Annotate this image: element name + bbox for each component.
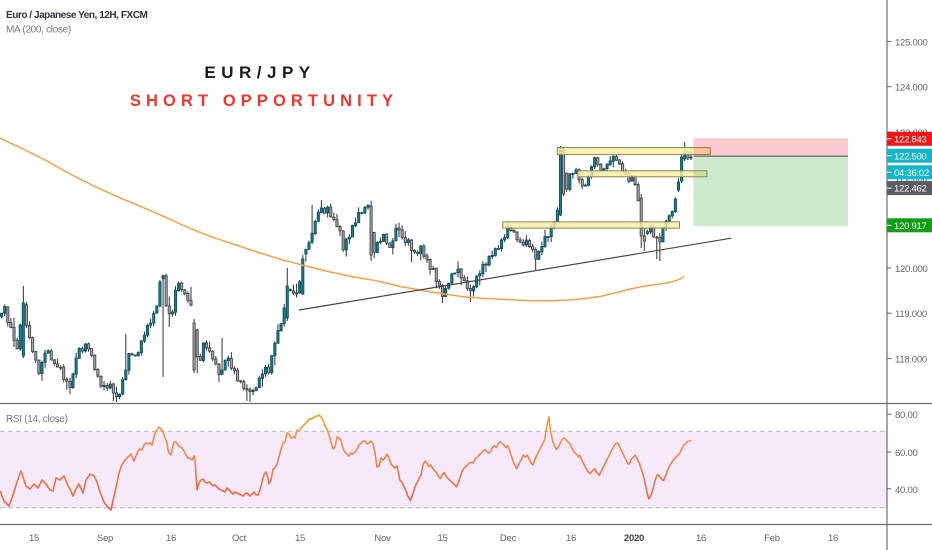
svg-text:SHORT OPPORTUNITY: SHORT OPPORTUNITY	[130, 92, 398, 110]
svg-text:Sep: Sep	[97, 533, 113, 544]
svg-text:MA (200, close): MA (200, close)	[6, 25, 71, 36]
svg-text:122.462: 122.462	[894, 184, 927, 195]
svg-text:2020: 2020	[624, 533, 644, 544]
svg-text:16: 16	[828, 533, 838, 544]
svg-text:15: 15	[437, 533, 447, 544]
svg-text:RSI (14, close): RSI (14, close)	[6, 414, 68, 425]
svg-text:16: 16	[696, 533, 706, 544]
svg-text:Feb: Feb	[764, 533, 780, 544]
svg-text:120.917: 120.917	[894, 221, 927, 232]
svg-text:60.00: 60.00	[895, 448, 918, 459]
svg-text:80.00: 80.00	[895, 410, 918, 421]
svg-text:15: 15	[295, 533, 305, 544]
svg-text:EUR/JPY: EUR/JPY	[204, 63, 315, 82]
svg-text:120.000: 120.000	[895, 264, 928, 275]
svg-text:04:36:02: 04:36:02	[894, 168, 929, 179]
svg-text:122.500: 122.500	[894, 151, 927, 162]
svg-text:122.843: 122.843	[894, 134, 927, 145]
svg-text:Oct: Oct	[232, 533, 247, 544]
svg-text:Dec: Dec	[500, 533, 517, 544]
svg-text:124.000: 124.000	[895, 83, 928, 94]
svg-text:119.000: 119.000	[895, 309, 927, 320]
svg-text:118.000: 118.000	[895, 355, 927, 366]
svg-text:Euro / Japanese Yen, 12H, FXCM: Euro / Japanese Yen, 12H, FXCM	[6, 10, 147, 21]
svg-text:16: 16	[566, 533, 576, 544]
svg-text:15: 15	[29, 533, 39, 544]
svg-text:125.000: 125.000	[895, 37, 928, 48]
svg-text:16: 16	[166, 533, 176, 544]
svg-text:40.00: 40.00	[895, 485, 918, 496]
svg-text:Nov: Nov	[374, 533, 391, 544]
